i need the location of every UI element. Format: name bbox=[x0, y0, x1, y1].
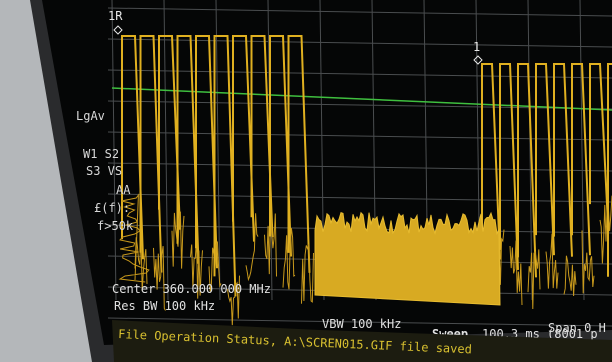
grid-line bbox=[107, 162, 612, 172]
trace-pulse bbox=[195, 35, 218, 269]
footer-vbw: VBW 100 kHz bbox=[322, 317, 401, 331]
trace-pulse bbox=[571, 63, 591, 256]
side-label: S3 VS bbox=[86, 164, 122, 178]
trace-noise bbox=[171, 211, 185, 269]
trace-pulse bbox=[121, 35, 144, 260]
grid-line bbox=[163, 0, 169, 301]
trace-pulse bbox=[589, 63, 609, 225]
grid-line bbox=[527, 0, 533, 301]
trace-pulse bbox=[232, 35, 255, 242]
trace-pulse bbox=[269, 35, 292, 257]
trace-noise bbox=[581, 230, 595, 294]
trace-noise bbox=[301, 244, 314, 304]
trace-noise bbox=[282, 228, 296, 290]
trace-noise bbox=[545, 233, 559, 289]
side-label: f>50k bbox=[97, 219, 134, 233]
side-label: LgAv bbox=[76, 109, 105, 123]
grid-line bbox=[111, 0, 117, 301]
trace-noise bbox=[527, 249, 541, 310]
marker bbox=[473, 55, 483, 65]
trace-pulse bbox=[176, 35, 200, 264]
trace-pulse bbox=[139, 35, 163, 273]
grid-line bbox=[107, 38, 612, 48]
trace-pulse bbox=[607, 63, 612, 277]
status-bar bbox=[112, 320, 612, 362]
grid-line bbox=[215, 0, 221, 301]
footer-center: Center 360.000 000 MHz bbox=[112, 282, 271, 296]
trace-pulse bbox=[481, 63, 501, 260]
grid-line bbox=[107, 7, 612, 17]
trace-pulse bbox=[250, 35, 274, 238]
trace-noise bbox=[599, 195, 612, 264]
trace-pulse bbox=[553, 63, 573, 257]
footer-span: Span 0 H bbox=[548, 321, 606, 335]
grid-line bbox=[579, 0, 585, 301]
marker bbox=[113, 25, 123, 35]
trace-pulse bbox=[213, 35, 237, 297]
footer-res-bw: Res BW 100 kHz bbox=[114, 299, 215, 313]
trace-noise bbox=[563, 255, 577, 296]
trace-noise bbox=[227, 275, 240, 326]
trace-noise bbox=[509, 240, 523, 306]
grid-line bbox=[107, 317, 612, 327]
side-label: W1 S2 bbox=[83, 147, 119, 161]
trace-pulse bbox=[535, 63, 555, 256]
marker-label: 1 bbox=[473, 40, 480, 54]
trace-noise bbox=[153, 246, 166, 311]
side-label: AA bbox=[116, 183, 131, 197]
trace-pulse bbox=[158, 35, 181, 230]
grid-line bbox=[107, 131, 612, 141]
trace-pulse bbox=[287, 35, 311, 273]
trace-noise bbox=[245, 213, 259, 282]
trace bbox=[118, 35, 612, 326]
trace-noise bbox=[118, 193, 150, 283]
trace-pulse bbox=[517, 63, 537, 278]
side-label: £(f): bbox=[94, 201, 130, 215]
noise-band bbox=[314, 211, 501, 306]
marker-label: 1R bbox=[108, 9, 123, 23]
grid-line bbox=[107, 193, 612, 203]
trace-pulse bbox=[499, 63, 519, 270]
